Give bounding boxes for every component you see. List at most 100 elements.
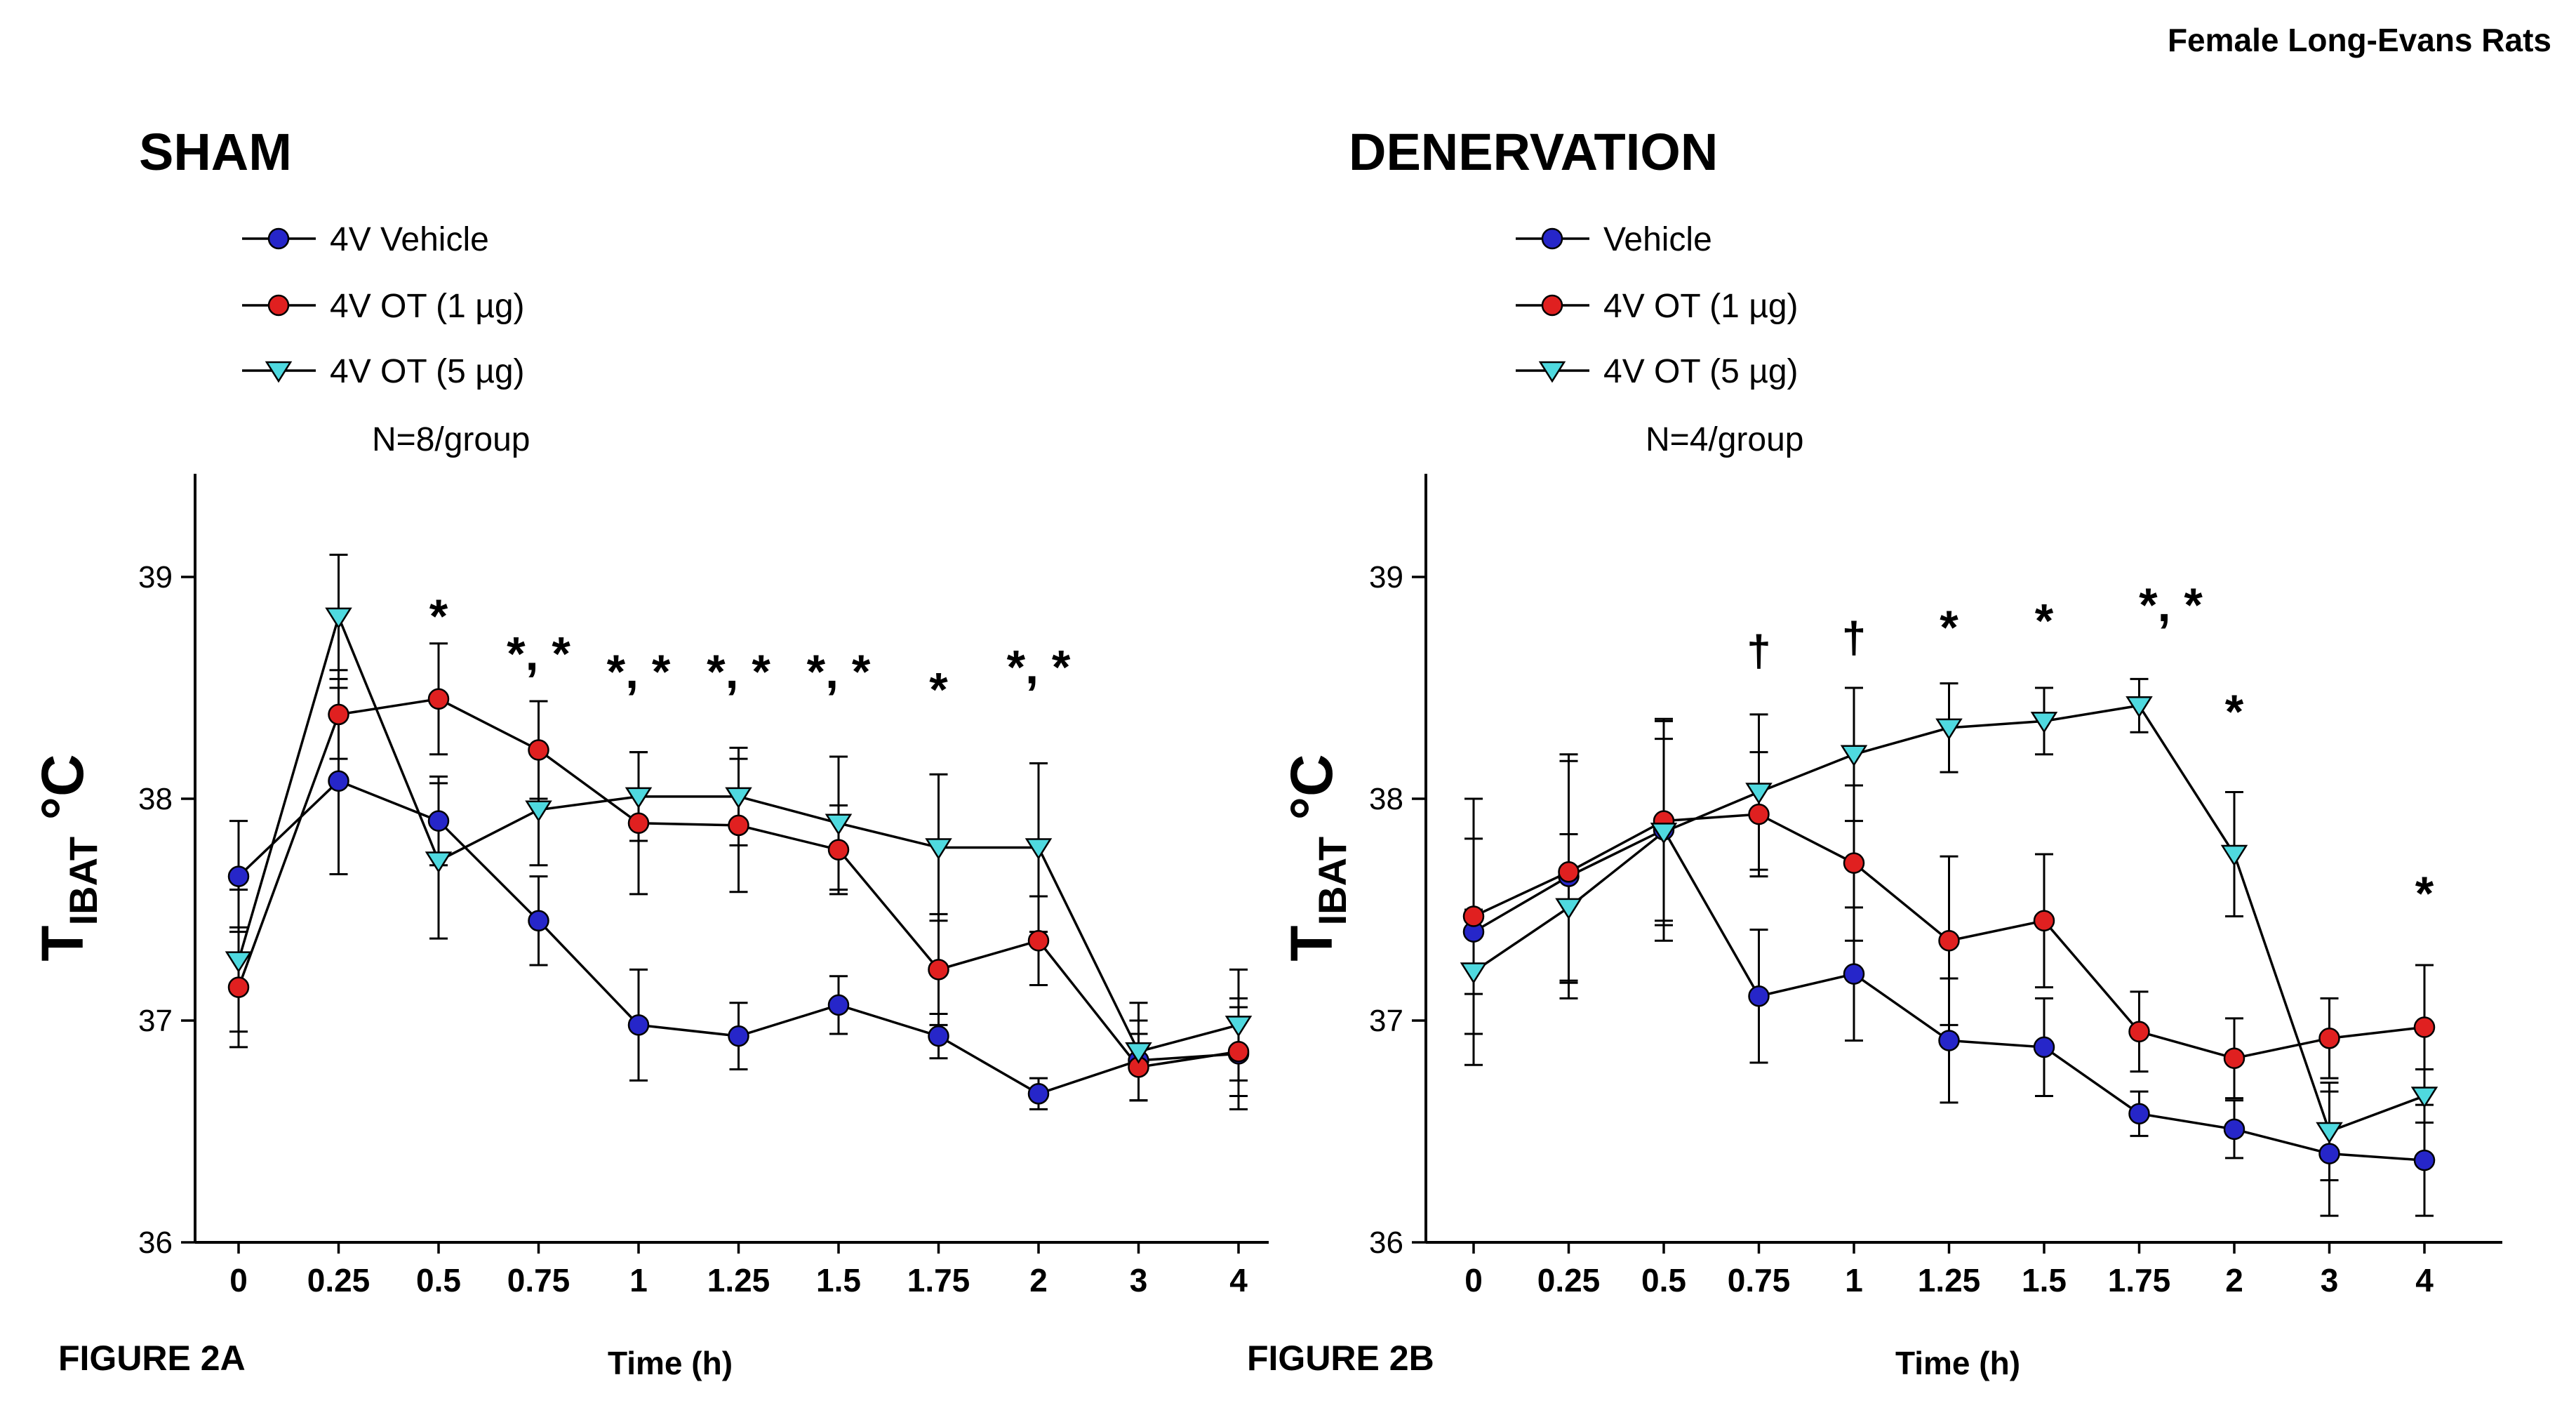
x-tick-label: 0 xyxy=(229,1262,248,1299)
x-tick-label: 2 xyxy=(1029,1262,1048,1299)
data-point-marker xyxy=(1843,963,1865,985)
data-point-marker xyxy=(2413,1149,2436,1171)
data-point-marker xyxy=(1935,718,1963,740)
data-point-marker xyxy=(1938,929,1960,952)
x-tick-label: 0.75 xyxy=(1728,1262,1791,1299)
legend-marker-icon xyxy=(1541,294,1563,317)
significance-annotation: † xyxy=(1747,627,1770,675)
x-tick-label: 1.75 xyxy=(2108,1262,2171,1299)
y-tick-label: 39 xyxy=(138,560,173,595)
data-point-marker xyxy=(1840,745,1868,767)
data-point-marker xyxy=(2223,1118,2245,1141)
data-point-marker xyxy=(528,910,549,932)
y-tick-label: 36 xyxy=(138,1226,173,1260)
data-point-marker xyxy=(925,838,952,860)
figure-label: FIGURE 2A xyxy=(58,1339,246,1378)
x-tick-label: 1.25 xyxy=(707,1262,770,1299)
x-tick-label: 1 xyxy=(1845,1262,1863,1299)
data-point-marker xyxy=(2318,1143,2340,1164)
legend-marker-icon xyxy=(267,294,290,317)
x-axis-title: Time (h) xyxy=(1895,1345,2020,1381)
y-tick-label: 37 xyxy=(1369,1004,1403,1038)
y-tick-label: 37 xyxy=(138,1004,173,1038)
data-point-marker xyxy=(2318,1028,2340,1049)
data-point-marker xyxy=(827,994,850,1016)
significance-annotation: *, * xyxy=(707,645,770,698)
legend-marker-icon xyxy=(1538,361,1566,383)
x-tick-label: 0.5 xyxy=(1641,1262,1686,1299)
x-tick-label: 1.75 xyxy=(907,1262,970,1299)
data-point-marker xyxy=(328,770,349,792)
x-axis-title: Time (h) xyxy=(608,1345,733,1381)
data-point-marker xyxy=(1224,1016,1253,1037)
data-point-marker xyxy=(1125,1042,1152,1064)
data-point-marker xyxy=(2413,1016,2436,1038)
x-tick-label: 4 xyxy=(1229,1262,1248,1299)
y-tick-label: 39 xyxy=(1369,560,1403,595)
data-point-marker xyxy=(2033,910,2055,932)
significance-annotation: * xyxy=(2035,594,2054,647)
data-point-marker xyxy=(728,1025,749,1047)
legend-note: N=8/group xyxy=(372,421,530,458)
data-point-marker xyxy=(2030,712,2058,733)
data-point-marker xyxy=(728,814,749,837)
data-point-marker xyxy=(227,976,250,998)
legend-item-label: 4V OT (5 µg) xyxy=(330,353,525,390)
data-point-marker xyxy=(325,607,352,630)
legend-marker-icon xyxy=(267,227,290,250)
data-point-marker xyxy=(1650,823,1678,844)
data-point-marker xyxy=(827,839,850,861)
data-point-marker xyxy=(2128,1021,2150,1043)
data-point-marker xyxy=(928,1025,949,1047)
data-point-marker xyxy=(2410,1087,2438,1108)
legend-item-label: 4V OT (5 µg) xyxy=(1603,353,1798,390)
y-axis-title: TIBAT °C xyxy=(29,754,105,961)
x-tick-label: 3 xyxy=(1130,1262,1148,1299)
data-point-marker xyxy=(2033,1036,2055,1058)
data-point-marker xyxy=(525,800,552,823)
significance-annotation: *, * xyxy=(507,627,570,681)
x-tick-label: 0.25 xyxy=(1537,1262,1601,1299)
significance-annotation: * xyxy=(2415,867,2434,920)
data-point-marker xyxy=(1227,1040,1250,1063)
data-point-marker xyxy=(1025,838,1053,860)
study-label: Female Long-Evans Rats xyxy=(2167,22,2551,58)
data-point-marker xyxy=(627,812,650,835)
chart-title: SHAM xyxy=(139,123,292,181)
data-point-marker xyxy=(1558,861,1580,883)
chart-title: DENERVATION xyxy=(1349,123,1718,181)
x-tick-label: 4 xyxy=(2415,1262,2434,1299)
data-point-marker xyxy=(427,810,450,832)
x-tick-label: 1.5 xyxy=(816,1262,861,1299)
data-point-marker xyxy=(627,1014,650,1036)
x-tick-label: 0 xyxy=(1464,1262,1483,1299)
data-point-marker xyxy=(425,851,453,873)
data-point-marker xyxy=(1843,852,1865,874)
data-point-marker xyxy=(2220,844,2248,867)
significance-annotation: * xyxy=(2225,685,2244,738)
x-tick-label: 2 xyxy=(2225,1262,2243,1299)
x-tick-label: 3 xyxy=(2321,1262,2339,1299)
data-point-marker xyxy=(2316,1122,2343,1144)
data-point-marker xyxy=(825,813,853,836)
data-point-marker xyxy=(1748,985,1770,1007)
data-point-marker xyxy=(227,865,250,887)
data-point-marker xyxy=(1748,803,1770,825)
significance-annotation: *, * xyxy=(807,645,871,698)
legend-marker-icon xyxy=(265,361,293,383)
data-point-marker xyxy=(2128,1103,2150,1124)
data-point-marker xyxy=(328,703,349,726)
significance-annotation: * xyxy=(1940,601,1958,654)
significance-annotation: *, * xyxy=(2139,578,2203,632)
significance-annotation: *, * xyxy=(607,645,671,698)
x-tick-label: 0.5 xyxy=(416,1262,461,1299)
figure-label: FIGURE 2B xyxy=(1247,1339,1434,1378)
x-tick-label: 1.5 xyxy=(2022,1262,2067,1299)
significance-annotation: * xyxy=(429,590,448,643)
data-point-marker xyxy=(427,688,450,710)
x-tick-label: 0.25 xyxy=(307,1262,371,1299)
x-tick-label: 0.75 xyxy=(507,1262,570,1299)
data-point-marker xyxy=(1555,898,1582,920)
data-point-marker xyxy=(225,951,253,974)
